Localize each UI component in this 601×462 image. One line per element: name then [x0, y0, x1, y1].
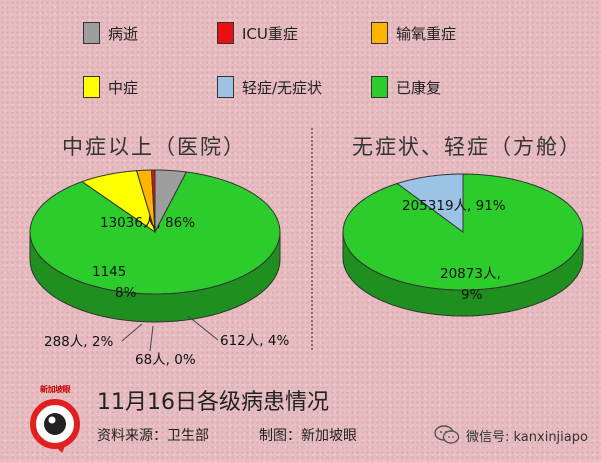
legend-item-oxygen: 输氧重症 [371, 20, 456, 46]
isolation-chart-title: 无症状、轻症（方舱） [352, 135, 582, 159]
pie-slice-1 [396, 173, 464, 233]
isolation-pie-labels: 205319人, 91% 20873人, 9% [402, 198, 506, 303]
legend-item-mild: 轻症/无症状 [217, 74, 322, 100]
legend-item-icu: ICU重症 [217, 20, 298, 46]
label-mild-pct: 9% [461, 287, 483, 303]
legend-label-mild: 轻症/无症状 [242, 78, 323, 97]
label-mild-count: 20873人, [440, 266, 501, 282]
pie-slice-1 [81, 170, 156, 234]
isolation-pie [342, 173, 584, 317]
pie-slice-0 [29, 171, 281, 295]
pie-slice-3 [150, 169, 156, 233]
label-moderate-pct: 8% [115, 285, 137, 301]
data-source: 资料来源：卫生部 [97, 428, 209, 444]
legend-item-deceased: 病逝 [83, 20, 138, 46]
legend-swatch-recovered [371, 76, 388, 98]
chart-footer-title: 11月16日各级病患情况 [97, 390, 329, 415]
logo-eye-icon [30, 399, 80, 453]
legend-item-moderate: 中症 [83, 74, 138, 100]
wechat-icon [434, 425, 460, 444]
legend-swatch-icu [217, 22, 234, 44]
hospital-pie-labels: 13036人, 86% 1145 8% 288人, 2% 68人, 0% 612… [44, 215, 289, 368]
legend-label-oxygen: 输氧重症 [396, 24, 457, 43]
label-oxygen: 288人, 2% [44, 334, 113, 350]
legend-label-moderate: 中症 [108, 78, 139, 97]
label-icu: 68人, 0% [135, 352, 196, 368]
legend-swatch-moderate [83, 76, 100, 98]
leader-icu [149, 325, 154, 352]
label-deceased: 612人, 4% [220, 333, 289, 349]
wechat-watermark: 微信号: kanxinjiapo [434, 425, 588, 445]
logo-text: 新加坡眼 [40, 385, 71, 394]
chart-credit: 制图：新加坡眼 [259, 428, 357, 444]
hospital-pie [29, 169, 281, 323]
legend-label-icu: ICU重症 [242, 24, 298, 43]
legend-swatch-mild [217, 76, 234, 98]
leader-deceased [187, 315, 219, 341]
legend-swatch-deceased [83, 22, 100, 44]
leader-oxygen [121, 323, 143, 342]
legend-item-recovered: 已康复 [371, 74, 441, 100]
xinjiapoyan-logo: 新加坡眼 [24, 384, 86, 454]
legend-label-recovered: 已康复 [396, 78, 442, 97]
pie-slice-2 [135, 169, 156, 233]
legend-label-deceased: 病逝 [108, 24, 139, 43]
label-moderate-count: 1145 [92, 264, 126, 280]
label-recovered-hospital: 13036人, 86% [100, 215, 195, 231]
legend-swatch-oxygen [371, 22, 388, 44]
wechat-id: 微信号: kanxinjiapo [466, 429, 588, 445]
hospital-chart-title: 中症以上（医院） [62, 135, 246, 159]
label-recovered-isolation: 205319人, 91% [402, 198, 506, 214]
section-divider [311, 128, 313, 350]
